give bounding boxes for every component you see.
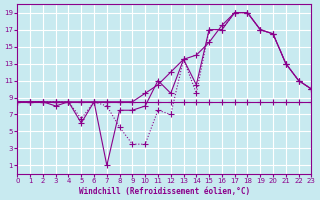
X-axis label: Windchill (Refroidissement éolien,°C): Windchill (Refroidissement éolien,°C) bbox=[79, 187, 250, 196]
